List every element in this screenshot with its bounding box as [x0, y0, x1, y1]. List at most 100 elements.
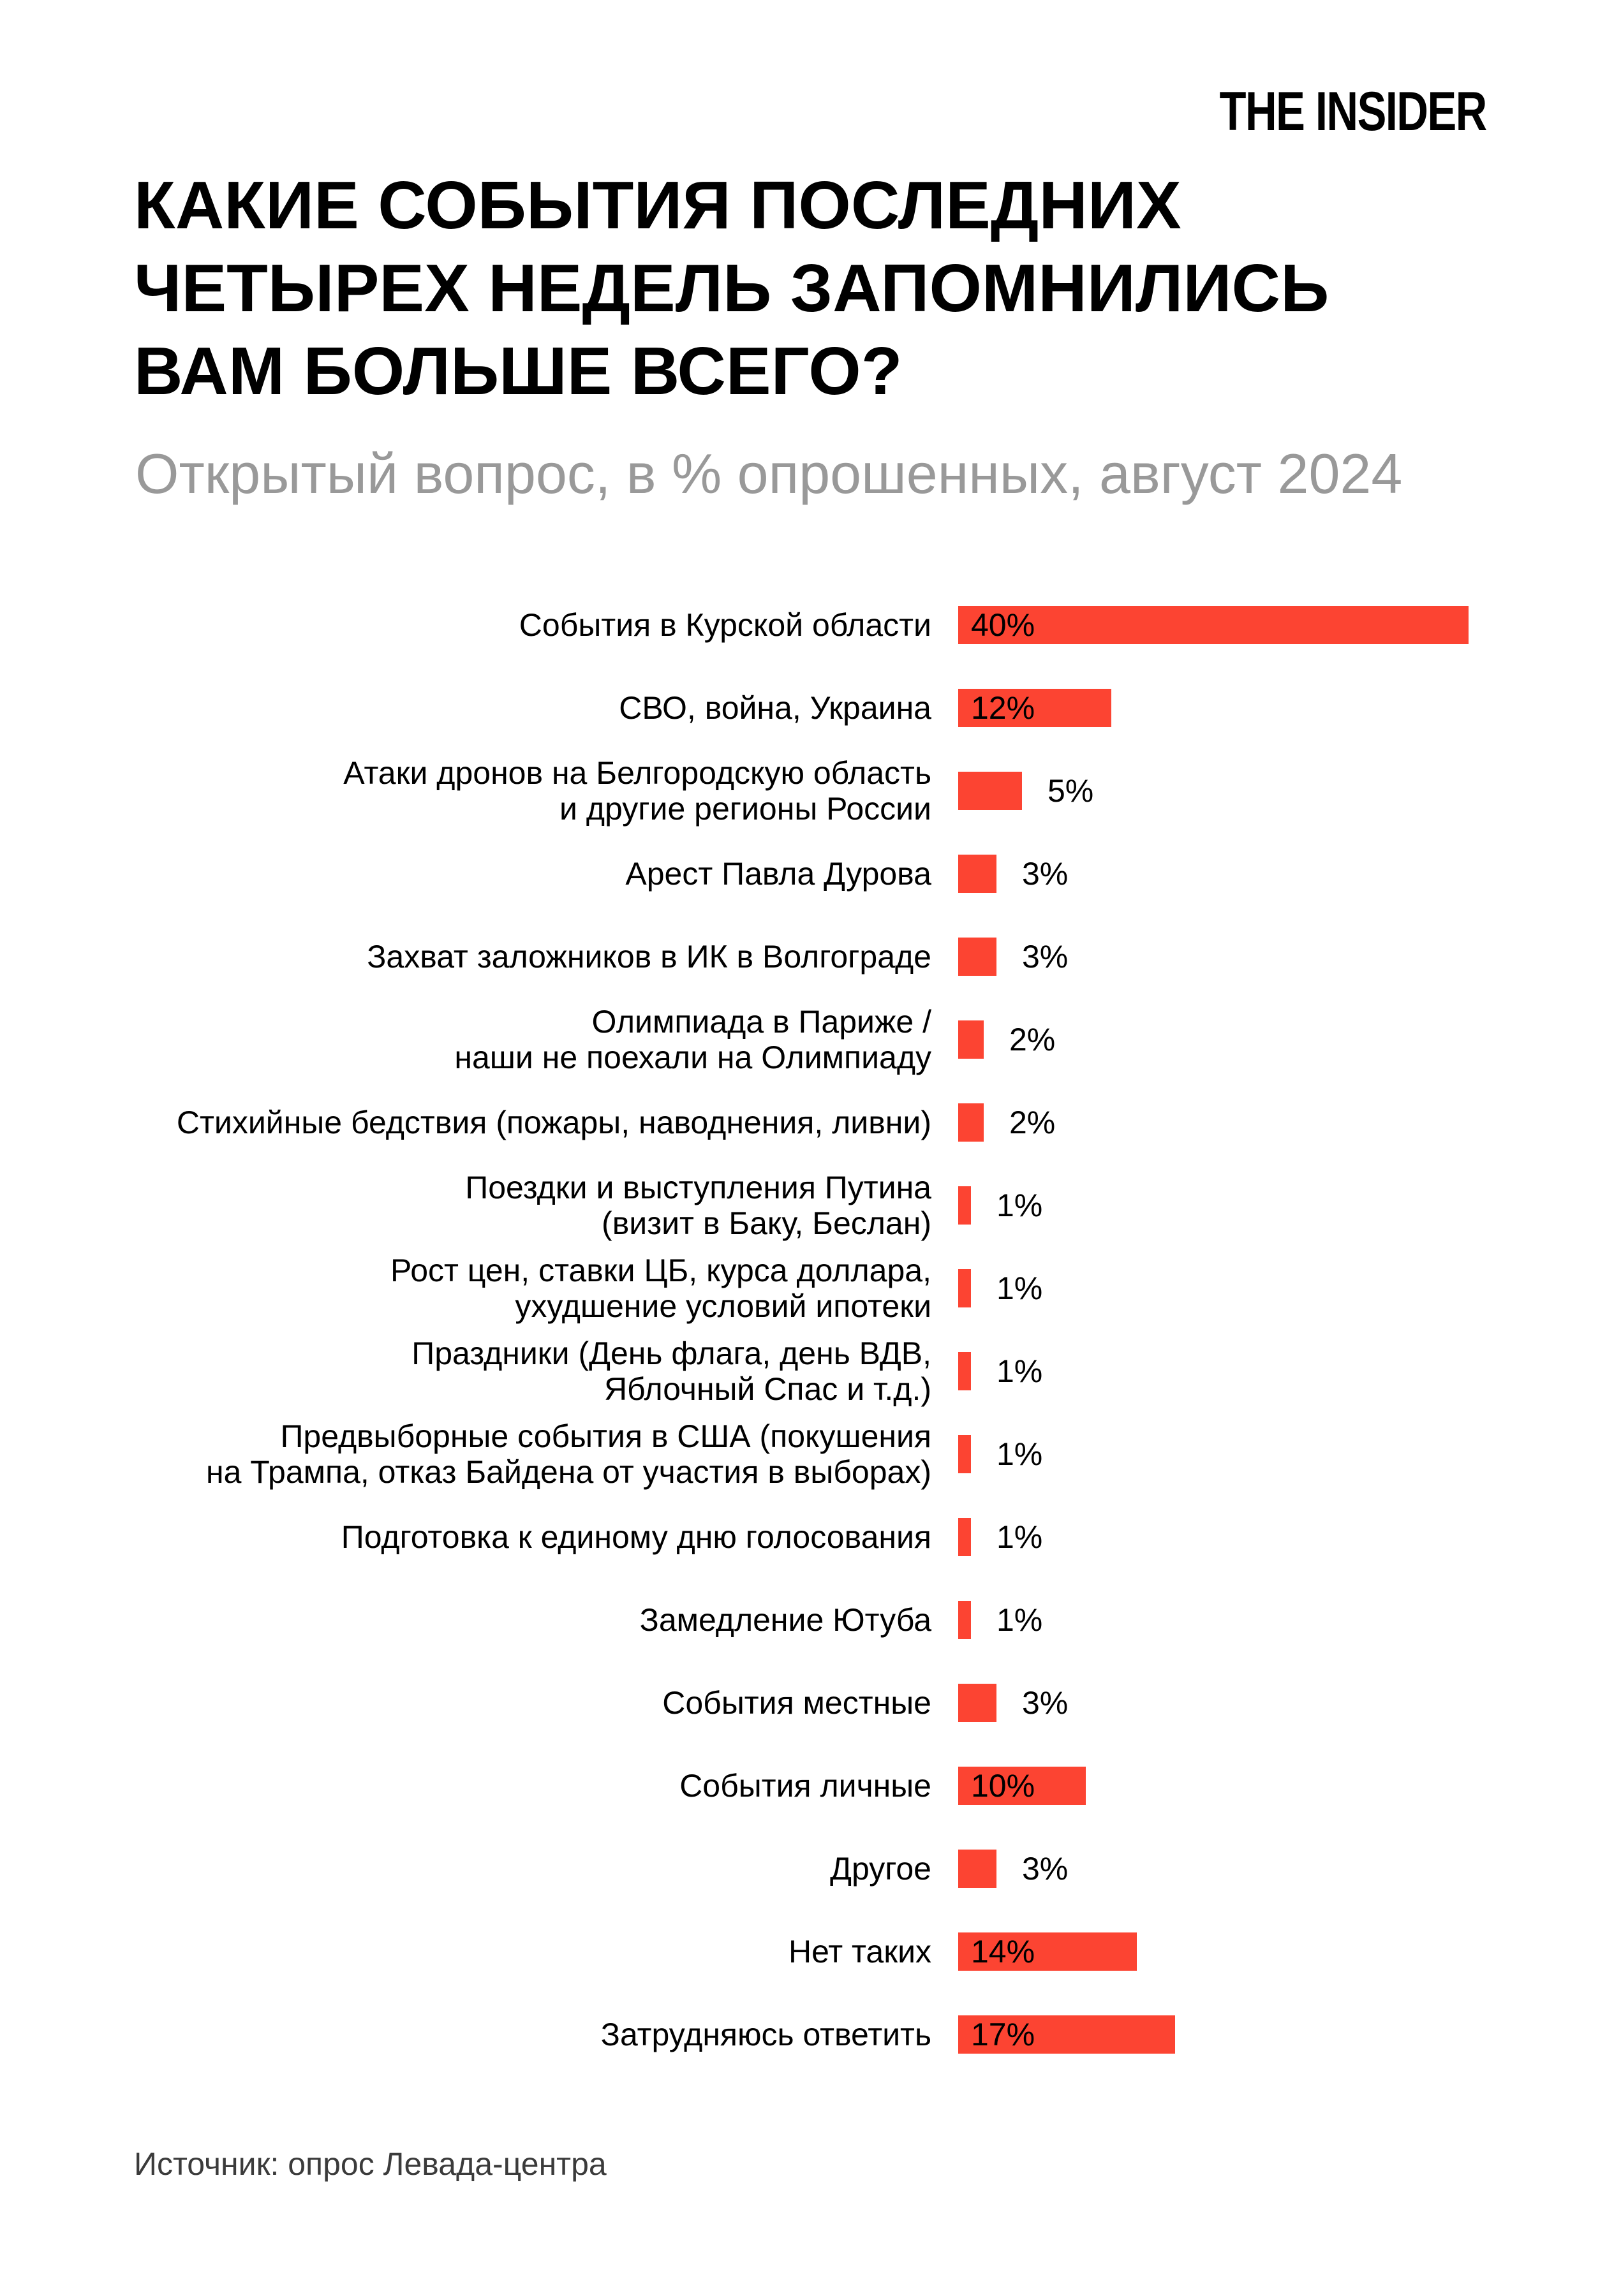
bar-row: Предвыборные события в США (покушения на … — [0, 1413, 1614, 1496]
bar-zone: 1% — [958, 1186, 1042, 1225]
bar-row: Подготовка к единому дню голосования 1% — [0, 1496, 1614, 1578]
value-label: 3% — [1022, 1685, 1069, 1721]
bar — [958, 1352, 971, 1390]
bar: 12% — [958, 689, 1111, 727]
bar-row: Нет таких 14% — [0, 1910, 1614, 1993]
bar-row: События местные 3% — [0, 1661, 1614, 1744]
value-label: 1% — [996, 1188, 1043, 1223]
bar: 17% — [958, 2015, 1175, 2054]
category-label: Другое — [0, 1851, 931, 1887]
category-label: Захват заложников в ИК в Волгограде — [0, 939, 931, 975]
bar-row: Другое 3% — [0, 1827, 1614, 1910]
category-label: Предвыборные события в США (покушения на … — [0, 1418, 931, 1490]
bar: 10% — [958, 1767, 1086, 1805]
category-label: Атаки дронов на Белгородскую область и др… — [0, 755, 931, 827]
bar — [958, 1103, 984, 1142]
category-label-line: на Трампа, отказ Байдена от участия в вы… — [205, 1454, 931, 1490]
value-label: 12% — [971, 690, 1035, 726]
title-line-2: ЧЕТЫРЕХ НЕДЕЛЬ ЗАПОМНИЛИСЬ — [134, 251, 1329, 326]
category-label: События в Курской области — [0, 607, 931, 643]
bar-row: Стихийные бедствия (пожары, наводнения, … — [0, 1081, 1614, 1164]
category-label-line: (визит в Баку, Беслан) — [602, 1205, 931, 1241]
category-label-line: Подготовка к единому дню голосования — [341, 1519, 931, 1555]
category-label: Затрудняюсь ответить — [0, 2017, 931, 2052]
bar-row: Праздники (День флага, день ВДВ, Яблочный… — [0, 1330, 1614, 1413]
category-label: СВО, война, Украина — [0, 690, 931, 726]
value-label: 2% — [1009, 1105, 1056, 1140]
category-label-line: и другие регионы России — [559, 791, 931, 827]
title-line-1: КАКИЕ СОБЫТИЯ ПОСЛЕДНИХ — [134, 168, 1181, 243]
bar — [958, 1020, 984, 1059]
category-label-line: ухудшение условий ипотеки — [515, 1288, 931, 1324]
bar-zone: 1% — [958, 1352, 1042, 1390]
bar-zone: 1% — [958, 1601, 1042, 1639]
category-label-line: Яблочный Спас и т.д.) — [603, 1371, 931, 1407]
bar-zone: 17% — [958, 2015, 1175, 2054]
bar — [958, 1518, 971, 1556]
bar-row: События в Курской области 40% — [0, 584, 1614, 666]
category-label: Нет таких — [0, 1934, 931, 1969]
bar-row: Поездки и выступления Путина (визит в Бак… — [0, 1164, 1614, 1247]
value-label: 3% — [1022, 856, 1069, 892]
bar — [958, 1601, 971, 1639]
bar-row: Атаки дронов на Белгородскую область и др… — [0, 749, 1614, 832]
bar-zone: 40% — [958, 606, 1469, 644]
bar-zone: 10% — [958, 1767, 1086, 1805]
bar — [958, 1435, 971, 1473]
category-label-line: События местные — [662, 1685, 931, 1721]
category-label-line: Праздники (День флага, день ВДВ, — [411, 1336, 931, 1371]
value-label: 2% — [1009, 1022, 1056, 1057]
bar-zone: 3% — [958, 938, 1068, 976]
value-label: 14% — [971, 1934, 1035, 1969]
bar — [958, 1269, 971, 1307]
category-label: Замедление Ютуба — [0, 1602, 931, 1638]
value-label: 1% — [996, 1436, 1043, 1472]
chart-subtitle: Открытый вопрос, в % опрошенных, август … — [135, 442, 1403, 505]
category-label-line: Нет таких — [788, 1934, 931, 1969]
bar — [958, 1684, 996, 1722]
bar-row: Арест Павла Дурова 3% — [0, 832, 1614, 915]
bar — [958, 938, 996, 976]
bar-zone: 14% — [958, 1932, 1137, 1971]
value-label: 1% — [996, 1353, 1043, 1389]
category-label-line: Атаки дронов на Белгородскую область — [343, 755, 931, 791]
title-line-3: ВАМ БОЛЬШЕ ВСЕГО? — [134, 334, 903, 409]
bar — [958, 1850, 996, 1888]
bar: 40% — [958, 606, 1469, 644]
category-label-line: Стихийные бедствия (пожары, наводнения, … — [176, 1105, 931, 1140]
bar-row: Замедление Ютуба 1% — [0, 1578, 1614, 1661]
bar-zone: 1% — [958, 1435, 1042, 1473]
bar — [958, 855, 996, 893]
bar-chart: События в Курской области 40% СВО, война, … — [0, 584, 1614, 2076]
category-label-line: Поездки и выступления Путина — [465, 1170, 931, 1205]
value-label: 1% — [996, 1519, 1043, 1555]
page-title: КАКИЕ СОБЫТИЯ ПОСЛЕДНИХ ЧЕТЫРЕХ НЕДЕЛЬ З… — [134, 164, 1329, 413]
value-label: 40% — [971, 607, 1035, 643]
source-note: Источник: опрос Левада-центра — [134, 2146, 607, 2182]
bar-row: События личные 10% — [0, 1744, 1614, 1827]
category-label-line: Олимпиада в Париже / — [591, 1004, 931, 1040]
value-label: 10% — [971, 1768, 1035, 1804]
category-label: События местные — [0, 1685, 931, 1721]
category-label: Арест Павла Дурова — [0, 856, 931, 892]
bar-zone: 1% — [958, 1269, 1042, 1307]
category-label-line: Арест Павла Дурова — [625, 856, 931, 892]
bar-zone: 3% — [958, 1850, 1068, 1888]
bar-zone: 5% — [958, 772, 1093, 810]
category-label-line: Другое — [830, 1851, 931, 1887]
value-label: 3% — [1022, 1851, 1069, 1887]
bar — [958, 772, 1022, 810]
value-label: 17% — [971, 2017, 1035, 2052]
bar-zone: 12% — [958, 689, 1111, 727]
bar: 14% — [958, 1932, 1137, 1971]
category-label: Рост цен, ставки ЦБ, курса доллара, ухудш… — [0, 1253, 931, 1324]
category-label: Стихийные бедствия (пожары, наводнения, … — [0, 1105, 931, 1140]
category-label-line: События в Курской области — [519, 607, 931, 643]
category-label-line: Замедление Ютуба — [639, 1602, 931, 1638]
bar-zone: 3% — [958, 855, 1068, 893]
category-label-line: Затрудняюсь ответить — [600, 2017, 931, 2052]
category-label: Поездки и выступления Путина (визит в Бак… — [0, 1170, 931, 1241]
value-label: 3% — [1022, 939, 1069, 975]
bar-zone: 2% — [958, 1103, 1055, 1142]
